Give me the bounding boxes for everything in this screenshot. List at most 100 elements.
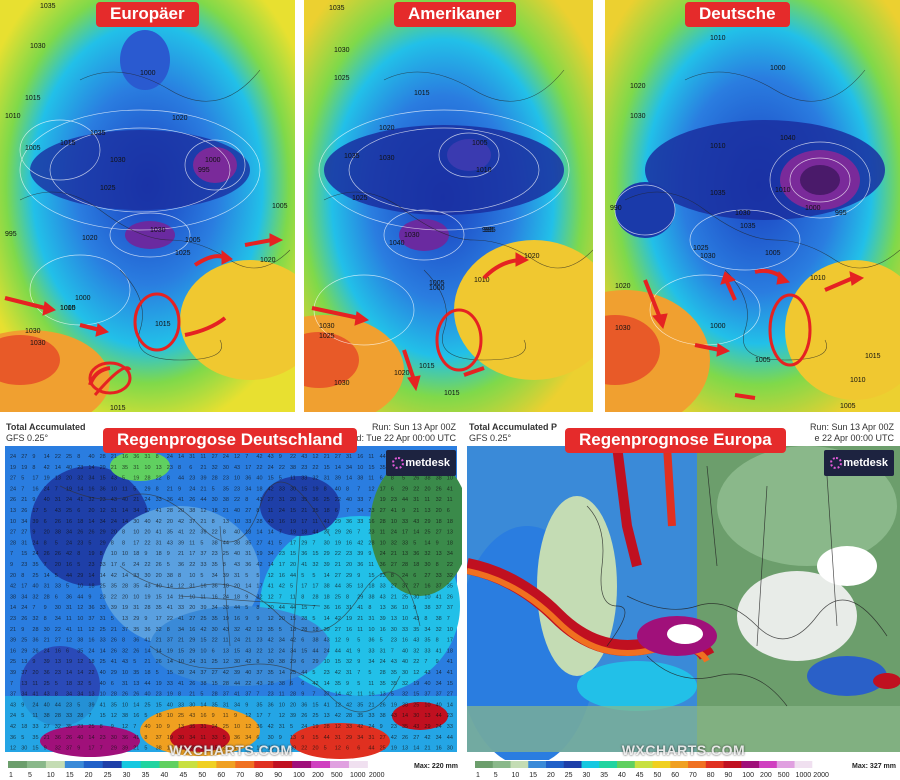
pressure-map-europaeer: 1035 1030 1005 1015 1000 1010 1035 1030 1015 1020… bbox=[0, 0, 295, 412]
rain-grid-value: 29 bbox=[21, 648, 27, 654]
rain-grid-value: 42 bbox=[178, 519, 184, 525]
rain-grid-value: 15 bbox=[301, 648, 307, 654]
rain-grid-value: 12 bbox=[335, 746, 341, 752]
rain-grid-value: 8 bbox=[256, 659, 259, 665]
rain-grid-value: 31 bbox=[66, 605, 72, 611]
rain-grid-value: 39 bbox=[357, 551, 363, 557]
rain-grid-value: 36 bbox=[144, 627, 150, 633]
rain-grid-value: 8 bbox=[256, 508, 259, 514]
rain-grid-value: 13 bbox=[447, 530, 453, 536]
rain-grid-value: 23 bbox=[391, 638, 397, 644]
rain-grid-value: 16 bbox=[212, 594, 218, 600]
rain-grid-value: 9 bbox=[144, 616, 147, 622]
rain-grid-value: 5 bbox=[133, 486, 136, 492]
rain-grid-value: 17 bbox=[133, 540, 139, 546]
rain-grid-value: 41 bbox=[77, 497, 83, 503]
rain-grid-value: 30 bbox=[413, 713, 419, 719]
rain-grid-value: 10 bbox=[402, 605, 408, 611]
rain-grid-value: 42 bbox=[66, 551, 72, 557]
legend-color-bin bbox=[617, 761, 636, 768]
rain-grid-value: 34 bbox=[436, 735, 442, 741]
pressure-label: 1000 bbox=[710, 323, 726, 330]
rain-grid-value: 43 bbox=[223, 627, 229, 633]
pressure-label: 1020 bbox=[394, 370, 410, 377]
rain-grid-value: 38 bbox=[368, 594, 374, 600]
rain-grid-value: 5 bbox=[167, 562, 170, 568]
rain-grid-value: 10 bbox=[200, 648, 206, 654]
pressure-label: 1035 bbox=[329, 5, 345, 12]
rain-grid-value: 36 bbox=[178, 562, 184, 568]
rain-grid-value: 32 bbox=[256, 594, 262, 600]
rain-grid-value: 21 bbox=[44, 735, 50, 741]
rain-grid-value: 31 bbox=[189, 454, 195, 460]
legend-tick-label: 35 bbox=[600, 772, 608, 779]
rain-grid-value: 29 bbox=[100, 465, 106, 471]
legend-tick-label: 25 bbox=[104, 772, 112, 779]
legend-tick-label: 10 bbox=[47, 772, 55, 779]
rain-grid-value: 12 bbox=[268, 616, 274, 622]
rain-grid-value: 14 bbox=[77, 670, 83, 676]
rain-grid-value: 17 bbox=[21, 584, 27, 590]
rain-grid-value: 11 bbox=[223, 638, 229, 644]
rain-grid-value: 37 bbox=[324, 530, 330, 536]
rain-grid-value: 32 bbox=[234, 627, 240, 633]
pressure-label: 1015 bbox=[25, 95, 41, 102]
rain-grid-value: 11 bbox=[32, 713, 38, 719]
rain-grid-value: 41 bbox=[111, 659, 117, 665]
rain-grid-value: 44 bbox=[447, 735, 453, 741]
rain-grid-value: 22 bbox=[312, 465, 318, 471]
rain-grid-value: 10 bbox=[447, 476, 453, 482]
rain-grid-value: 28 bbox=[368, 540, 374, 546]
rain-grid-value: 37 bbox=[256, 670, 262, 676]
rain-grid-value: 42 bbox=[346, 692, 352, 698]
rain-grid-value: 21 bbox=[111, 627, 117, 633]
rain-grid-value: 33 bbox=[402, 627, 408, 633]
rain-grid-value: 26 bbox=[133, 648, 139, 654]
rain-grid-value: 5 bbox=[402, 476, 405, 482]
rain-grid-value: 8 bbox=[122, 638, 125, 644]
rain-grid-value: 8 bbox=[100, 724, 103, 730]
rain-grid-value: 8 bbox=[346, 486, 349, 492]
rain-grid-value: 9 bbox=[436, 540, 439, 546]
rain-grid-value: 31 bbox=[44, 584, 50, 590]
pressure-label: 995 bbox=[835, 210, 847, 217]
rain-grid-value: 28 bbox=[167, 508, 173, 514]
rain-grid-value: 26 bbox=[44, 551, 50, 557]
rain-grid-value: 29 bbox=[144, 486, 150, 492]
rain-grid-value: 40 bbox=[245, 670, 251, 676]
rain-grid-value: 23 bbox=[189, 476, 195, 482]
rain-grid-value: 6 bbox=[413, 573, 416, 579]
rain-grid-value: 6 bbox=[380, 476, 383, 482]
rain-grid-value: 33 bbox=[357, 519, 363, 525]
rain-grid-value: 44 bbox=[290, 573, 296, 579]
rain-grid-value: 32 bbox=[436, 627, 442, 633]
rain-legend: 1 5 10 15 20 25 30 35 40 45 50 60 70 80 90 100 200 500 100… bbox=[467, 760, 900, 780]
rain-grid-value: 23 bbox=[10, 616, 16, 622]
rain-grid-value: 9 bbox=[167, 724, 170, 730]
rain-grid-value: 23 bbox=[100, 594, 106, 600]
rain-grid-value: 37 bbox=[402, 584, 408, 590]
rain-grid-value: 8 bbox=[424, 616, 427, 622]
rain-grid-value: 18 bbox=[436, 519, 442, 525]
rain-grid-value: 26 bbox=[402, 735, 408, 741]
rain-grid-value: 42 bbox=[335, 616, 341, 622]
rain-grid-value: 10 bbox=[156, 724, 162, 730]
rain-grid-value: 21 bbox=[133, 746, 139, 752]
rain-grid-value: 5 bbox=[279, 627, 282, 633]
rain-grid-value: 37 bbox=[424, 692, 430, 698]
rain-grid-value: 33 bbox=[402, 540, 408, 546]
rain-grid-value: 9 bbox=[77, 746, 80, 752]
rain-grid-value: 22 bbox=[301, 746, 307, 752]
rain-grid-value: 9 bbox=[32, 497, 35, 503]
rain-grid-value: 24 bbox=[391, 530, 397, 536]
rain-grid-value: 11 bbox=[312, 519, 318, 525]
rain-grid-value: 39 bbox=[290, 713, 296, 719]
rain-grid-value: 38 bbox=[436, 616, 442, 622]
rain-grid-value: 42 bbox=[10, 724, 16, 730]
rain-grid-value: 36 bbox=[256, 724, 262, 730]
rain-grid-value: 34 bbox=[245, 486, 251, 492]
rain-grid-value: 18 bbox=[88, 659, 94, 665]
rain-grid-value: 39 bbox=[122, 746, 128, 752]
rain-grid-value: 44 bbox=[312, 530, 318, 536]
rain-grid-value: 24 bbox=[279, 648, 285, 654]
